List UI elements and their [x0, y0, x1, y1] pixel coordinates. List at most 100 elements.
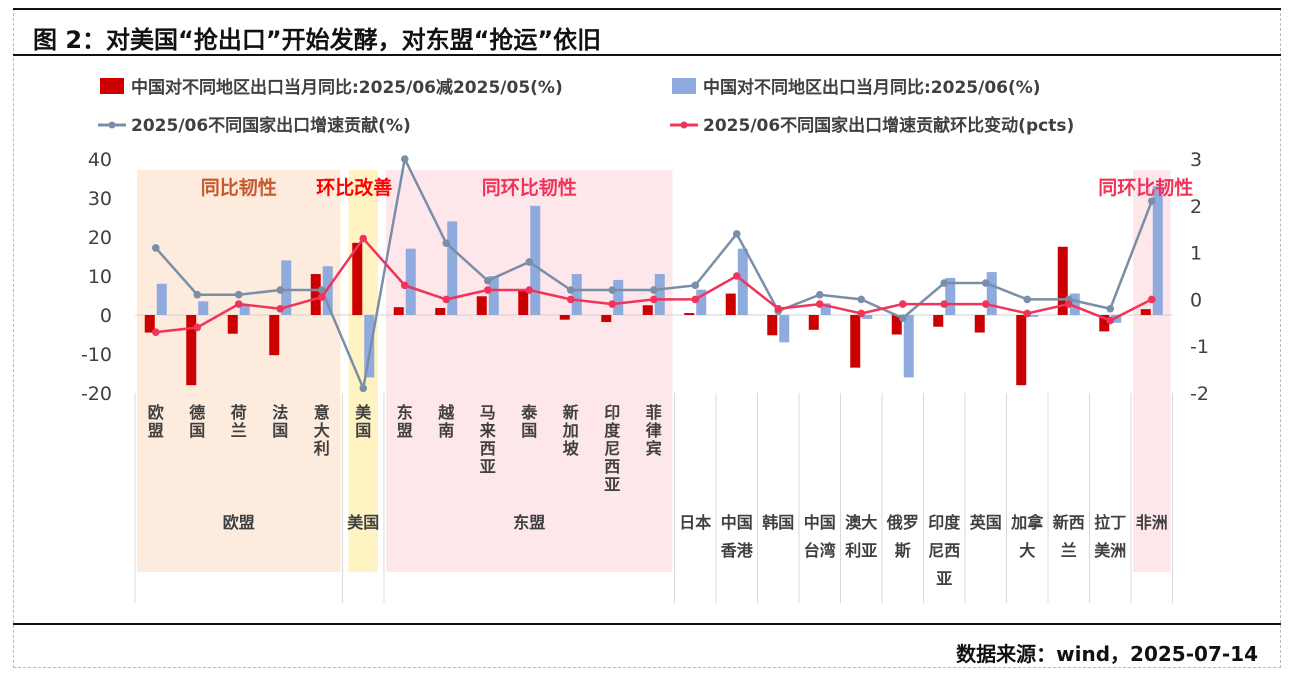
source-note: 数据来源：wind，2025-07-14	[956, 642, 1258, 666]
right-axis-tick: 2	[1190, 196, 1202, 218]
category-label: 东盟	[397, 403, 413, 440]
contribution-change-point	[981, 300, 990, 308]
left-axis-tick: 30	[88, 188, 112, 210]
category-label: 法国	[272, 403, 288, 440]
group-label: 欧盟	[223, 513, 255, 532]
bar-mom-change	[144, 315, 155, 333]
bar-mom-change	[1016, 315, 1027, 386]
bar-yoy	[696, 289, 707, 315]
category-label: 非洲	[1136, 513, 1168, 532]
footer-rule	[13, 623, 1281, 625]
right-axis-tick: 1	[1190, 243, 1202, 265]
bar-mom-change	[227, 315, 238, 334]
right-axis-tick: -2	[1190, 383, 1209, 405]
contribution-change-point	[649, 295, 658, 304]
contribution-point	[525, 258, 534, 266]
title-bar: 图 2：对美国“抢出口”开始发酵，对东盟“抢运”依旧	[13, 8, 1281, 56]
legend: 中国对不同地区出口当月同比:2025/06减2025/05(%) 中国对不同地区…	[98, 77, 1074, 136]
contribution-point	[1023, 295, 1032, 304]
left-axis-tick: 10	[88, 266, 112, 288]
category-label: 印度尼西亚	[928, 513, 961, 588]
legend-label-s4: 2025/06不同国家出口增速贡献环比变动(pcts)	[703, 115, 1074, 136]
figure-title: 图 2：对美国“抢出口”开始发酵，对东盟“抢运”依旧	[33, 26, 602, 54]
bar-mom-change	[435, 307, 446, 315]
contribution-point	[732, 230, 741, 238]
bar-mom-change	[1057, 246, 1068, 315]
category-label: 俄罗斯	[886, 513, 919, 560]
contribution-point	[857, 295, 866, 304]
category-label: 马来西亚	[479, 403, 497, 476]
bar-yoy	[903, 315, 914, 378]
category-label: 拉丁美洲	[1094, 513, 1126, 560]
contribution-change-point	[1064, 300, 1073, 308]
contribution-point	[815, 290, 824, 299]
contribution-point	[234, 290, 243, 299]
category-label: 中国台湾	[804, 513, 836, 560]
bar-mom-change	[767, 315, 778, 336]
contribution-point	[317, 286, 326, 294]
contribution-point	[276, 286, 285, 294]
contribution-point	[608, 286, 617, 294]
contribution-change-point	[815, 300, 824, 308]
contribution-change-point	[857, 309, 866, 318]
category-label: 美国	[355, 403, 372, 440]
contribution-change-point	[732, 272, 741, 280]
bar-mom-change	[684, 313, 695, 315]
group-label: 美国	[347, 513, 379, 532]
bar-mom-change	[476, 296, 487, 315]
bar-mom-change	[725, 293, 736, 315]
contribution-point	[981, 279, 990, 287]
contribution-change-point	[608, 300, 617, 308]
contribution-point	[649, 286, 658, 294]
bar-mom-change	[850, 315, 861, 368]
legend-swatch-s2	[672, 78, 696, 94]
bar-mom-change	[808, 315, 819, 330]
category-label: 德国	[189, 403, 205, 440]
bar-yoy	[1069, 293, 1080, 315]
contribution-change-point	[442, 295, 451, 304]
bar-yoy	[488, 276, 499, 315]
bar-yoy	[530, 205, 541, 315]
contribution-point	[1147, 197, 1156, 205]
band-annotation: 环比改善	[316, 176, 392, 199]
contribution-change-point	[483, 286, 492, 294]
contribution-change-point	[691, 295, 700, 304]
category-label: 越南	[437, 403, 455, 440]
contribution-change-point	[276, 304, 285, 313]
contribution-point	[566, 286, 575, 294]
bar-mom-change	[518, 289, 529, 315]
category-label: 日本	[679, 513, 711, 532]
right-axis-tick: -1	[1190, 336, 1209, 358]
contribution-change-point	[1147, 295, 1156, 304]
bar-mom-change	[974, 315, 985, 333]
contribution-change-point	[1023, 309, 1032, 318]
group-label: 东盟	[513, 513, 545, 532]
category-label: 中国香港	[720, 513, 754, 560]
category-label: 韩国	[762, 513, 794, 532]
contribution-point	[898, 314, 907, 322]
highlight-band	[386, 170, 673, 572]
bar-yoy	[364, 315, 375, 378]
bar-mom-change	[1140, 309, 1151, 315]
bar-mom-change	[186, 315, 197, 386]
contribution-point	[691, 281, 700, 290]
band-annotation: 同环比韧性	[1098, 176, 1193, 199]
bar-yoy	[447, 221, 458, 315]
contribution-point	[483, 276, 492, 285]
bar-yoy	[405, 248, 416, 315]
category-label: 印度尼西亚	[604, 403, 621, 494]
bar-yoy	[156, 283, 167, 315]
bar-yoy	[945, 277, 956, 315]
legend-marker-s4	[680, 121, 688, 129]
bar-yoy	[198, 301, 209, 315]
bar-yoy	[281, 260, 292, 315]
bar-mom-change	[642, 305, 653, 315]
contribution-change-point	[1106, 316, 1115, 325]
bar-yoy	[1152, 186, 1163, 315]
bar-yoy	[1028, 315, 1039, 317]
contribution-change-point	[151, 328, 160, 336]
bar-mom-change	[933, 315, 944, 327]
contribution-change-point	[193, 323, 202, 332]
contribution-change-point	[359, 234, 368, 243]
category-label: 加拿大	[1010, 513, 1044, 560]
